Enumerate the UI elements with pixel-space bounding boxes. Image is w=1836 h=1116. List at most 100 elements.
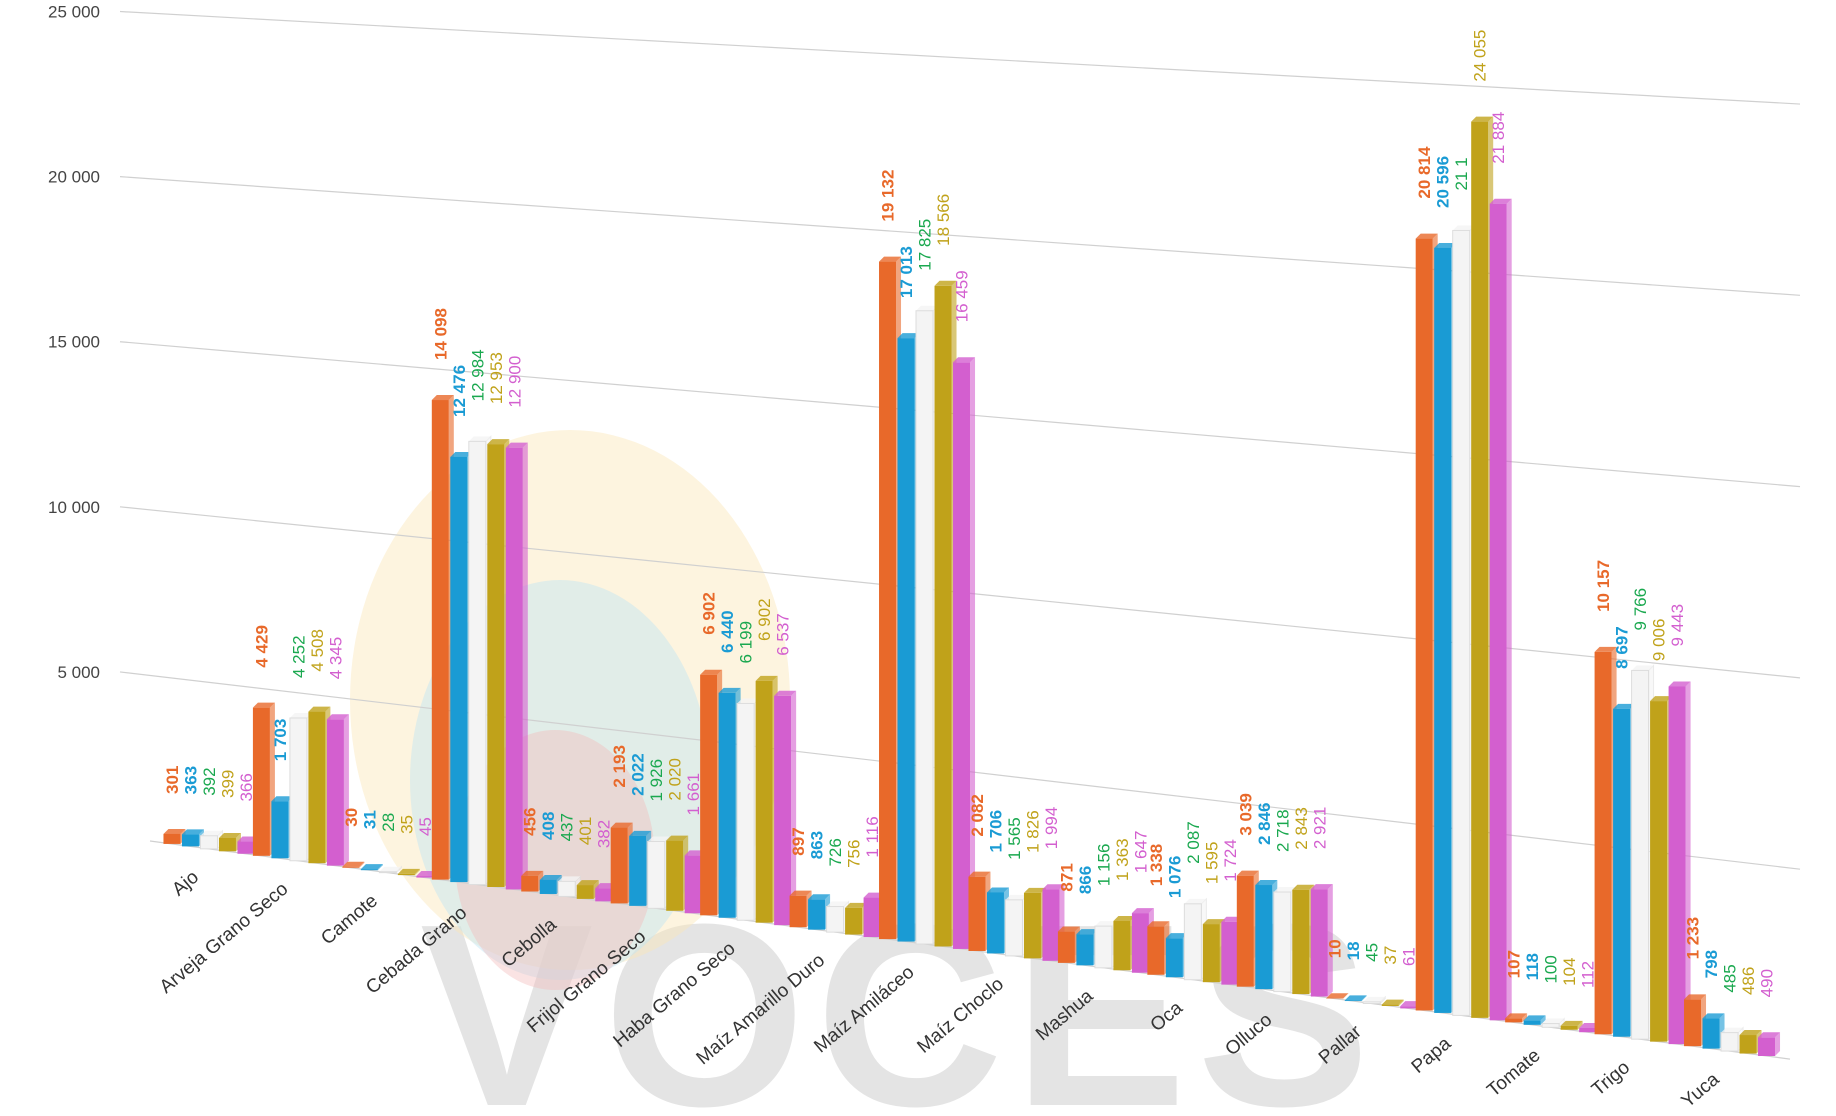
data-label: 485	[1721, 964, 1740, 992]
bar	[1632, 670, 1649, 1039]
bar-side	[1686, 681, 1691, 1044]
bar	[432, 400, 449, 880]
bar	[719, 693, 736, 918]
bar	[666, 841, 683, 911]
bar	[290, 718, 307, 861]
data-label: 1 703	[271, 719, 290, 762]
data-label: 37	[1381, 946, 1400, 965]
bar	[1721, 1033, 1738, 1051]
data-label: 401	[576, 817, 595, 845]
y-tick-label: 10 000	[48, 498, 100, 517]
data-label: 118	[1523, 953, 1542, 980]
bar	[327, 719, 344, 865]
bar	[1613, 709, 1630, 1037]
data-label: 18 566	[934, 194, 953, 246]
bar	[253, 708, 270, 856]
bar	[700, 675, 717, 916]
data-label: 6 440	[718, 610, 737, 653]
data-label: 21 1	[1452, 157, 1471, 190]
bar	[1434, 248, 1451, 1013]
data-label: 871	[1057, 863, 1076, 891]
bar	[200, 836, 217, 849]
bar	[308, 712, 325, 864]
bar	[1221, 922, 1238, 985]
y-tick-label: 20 000	[48, 168, 100, 187]
bar	[685, 855, 702, 913]
bar	[1471, 122, 1488, 1018]
data-label: 6 902	[700, 592, 719, 635]
x-tick-label: Ajo	[168, 867, 203, 901]
x-tick-label: Yuca	[1678, 1069, 1724, 1113]
data-label: 1 706	[986, 810, 1005, 853]
data-label: 21 884	[1489, 112, 1508, 164]
bar	[487, 444, 504, 887]
data-label: 35	[397, 815, 416, 834]
bar	[1255, 885, 1272, 989]
bar	[790, 896, 807, 928]
data-label: 12 900	[505, 356, 524, 408]
bar	[182, 834, 199, 846]
data-label: 2 843	[1292, 807, 1311, 850]
data-label: 866	[1076, 866, 1095, 894]
bar	[1758, 1037, 1775, 1056]
data-label: 1 565	[1005, 817, 1024, 860]
bar	[416, 876, 433, 878]
data-label: 1 338	[1147, 844, 1166, 887]
data-label: 16 459	[953, 270, 972, 322]
data-label: 2 082	[968, 794, 987, 837]
bar	[1274, 892, 1291, 992]
data-label: 20 596	[1434, 156, 1453, 208]
bar	[1166, 938, 1183, 977]
bar	[1650, 701, 1667, 1042]
data-label: 17 013	[897, 246, 916, 298]
data-label: 1 233	[1684, 917, 1703, 960]
data-label: 2 020	[666, 758, 685, 801]
bar	[1203, 924, 1220, 982]
bar	[827, 907, 844, 933]
bar	[237, 842, 254, 854]
bar	[864, 898, 881, 937]
data-label: 726	[826, 838, 845, 866]
data-label: 1 076	[1165, 856, 1184, 899]
data-label: 897	[789, 827, 808, 855]
bar	[361, 869, 378, 870]
bar	[1524, 1020, 1541, 1024]
y-tick-label: 5 000	[57, 663, 100, 682]
bar	[1595, 652, 1612, 1034]
bar	[1703, 1018, 1720, 1048]
bar	[1453, 230, 1470, 1015]
data-label: 104	[1560, 957, 1579, 985]
data-label: 756	[845, 840, 864, 868]
data-label: 45	[1363, 943, 1382, 962]
data-label: 2 087	[1184, 821, 1203, 864]
bar	[756, 681, 773, 923]
data-label: 30	[342, 808, 361, 827]
y-tick-label: 15 000	[48, 333, 100, 352]
bar	[1400, 1006, 1417, 1008]
bar	[953, 362, 970, 949]
bar	[1561, 1026, 1578, 1030]
bar	[611, 828, 628, 904]
data-label: 3 039	[1236, 793, 1255, 836]
data-label: 14 098	[431, 308, 450, 360]
data-label: 486	[1739, 967, 1758, 995]
data-label: 8 697	[1613, 626, 1632, 669]
data-label: 4 508	[308, 629, 327, 672]
x-tick-label: Arveja Grano Seco	[156, 879, 292, 998]
bar	[163, 834, 180, 844]
bar	[935, 286, 952, 947]
x-tick-label: Papa	[1408, 1033, 1456, 1078]
data-label: 19 132	[879, 170, 898, 222]
data-label: 490	[1758, 969, 1777, 997]
bar	[558, 881, 575, 896]
bar	[1042, 889, 1059, 961]
bar	[987, 892, 1004, 953]
data-label: 1 724	[1221, 839, 1240, 882]
bar	[1292, 890, 1309, 994]
data-label: 363	[181, 766, 200, 794]
bar	[898, 338, 915, 941]
bar	[1024, 893, 1041, 958]
data-label: 9 006	[1650, 619, 1669, 662]
bar	[774, 696, 791, 925]
data-label: 2 921	[1310, 807, 1329, 850]
